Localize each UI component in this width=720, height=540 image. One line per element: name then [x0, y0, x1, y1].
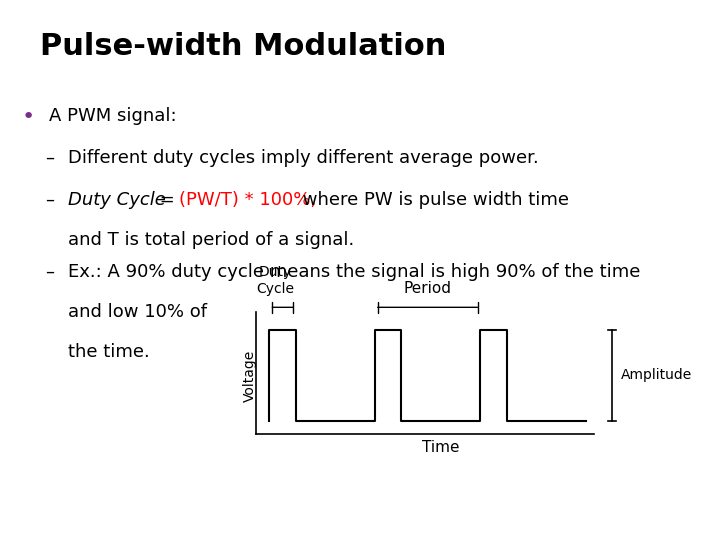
Text: Amplitude: Amplitude: [621, 368, 693, 382]
Text: –: –: [45, 263, 53, 281]
Text: Period: Period: [404, 280, 451, 295]
Text: –: –: [45, 149, 53, 167]
Text: 國立清華大學: 國立清華大學: [83, 485, 133, 500]
Text: =: =: [154, 191, 181, 209]
Text: Duty
Cycle: Duty Cycle: [256, 265, 294, 295]
Text: Ex.: A 90% duty cycle means the signal is high 90% of the time: Ex.: A 90% duty cycle means the signal i…: [68, 263, 641, 281]
Text: and low 10% of: and low 10% of: [68, 303, 207, 321]
Text: (PW/T) * 100%,: (PW/T) * 100%,: [179, 191, 315, 209]
Text: 8: 8: [682, 496, 695, 514]
Text: Voltage: Voltage: [243, 349, 257, 402]
Text: •: •: [22, 107, 35, 127]
Text: Different duty cycles imply different average power.: Different duty cycles imply different av…: [68, 149, 539, 167]
Text: –: –: [45, 191, 53, 209]
Text: Pulse-width Modulation: Pulse-width Modulation: [40, 32, 446, 61]
Text: A PWM signal:: A PWM signal:: [49, 107, 176, 125]
Text: and T is total period of a signal.: and T is total period of a signal.: [68, 231, 355, 248]
Text: the time.: the time.: [68, 342, 150, 361]
Text: Time: Time: [422, 440, 459, 455]
Text: National Tsing Hua University: National Tsing Hua University: [83, 515, 247, 525]
Text: where PW is pulse width time: where PW is pulse width time: [297, 191, 569, 209]
Text: Duty Cycle: Duty Cycle: [68, 191, 166, 209]
